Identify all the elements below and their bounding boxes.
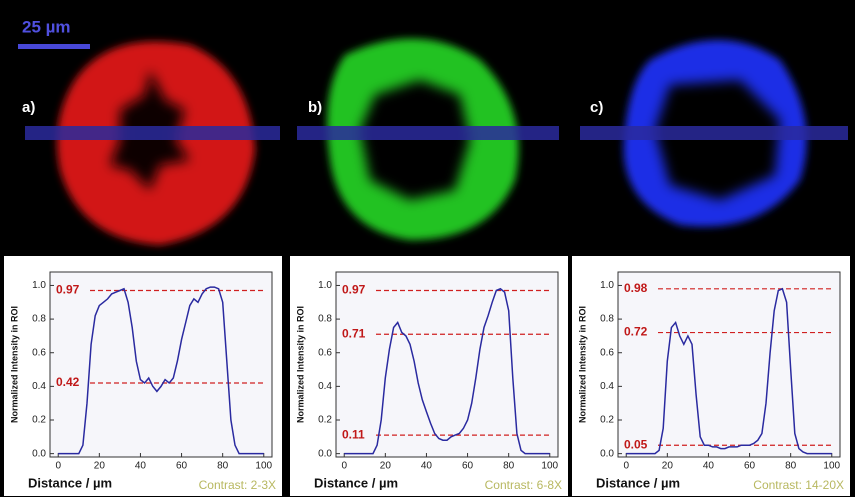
reference-label: 0.98 [624, 281, 648, 295]
x-axis-label: Distance / µm [28, 475, 112, 490]
x-tick-label: 60 [744, 461, 756, 472]
y-tick-label: 0.6 [32, 347, 46, 358]
x-tick-label: 100 [823, 461, 840, 472]
y-tick-label: 0.4 [600, 381, 614, 392]
data-line [626, 287, 832, 455]
y-tick-label: 1.0 [600, 280, 614, 291]
x-tick-label: 20 [380, 461, 392, 472]
y-tick-label: 0.6 [318, 347, 332, 358]
x-tick-label: 0 [623, 461, 629, 472]
plot-area [335, 271, 559, 458]
roi-band [297, 126, 559, 140]
x-tick-label: 40 [135, 461, 147, 472]
chart-panel: 0.0 0.2 0.4 0.6 0.8 1.0 0 20 40 60 80 100 0.98 0.72 0.… [572, 256, 850, 496]
y-axis-label: Normalized Intensity in ROI [9, 306, 19, 423]
x-tick-label: 80 [217, 461, 229, 472]
y-tick-label: 0.0 [318, 448, 332, 459]
image-a [57, 41, 256, 246]
contrast-label: Contrast: 2-3X [199, 478, 276, 492]
contrast-label: Contrast: 14-20X [753, 478, 844, 492]
data-line [58, 286, 264, 455]
plot-area [49, 271, 273, 458]
x-axis-label: Distance / µm [596, 475, 680, 490]
x-tick-label: 20 [662, 461, 674, 472]
x-tick-label: 80 [785, 461, 797, 472]
reference-label: 0.97 [56, 283, 80, 297]
y-tick-label: 0.0 [600, 448, 614, 459]
x-tick-label: 60 [462, 461, 474, 472]
y-tick-label: 0.6 [600, 347, 614, 358]
panel-label: a) [22, 99, 35, 116]
scale-bar-label: 25 µm [22, 17, 71, 36]
y-tick-label: 0.8 [318, 314, 332, 325]
x-axis-label: Distance / µm [314, 475, 398, 490]
y-tick-label: 0.4 [32, 381, 46, 392]
roi-band [25, 126, 280, 140]
y-tick-label: 1.0 [318, 280, 332, 291]
y-tick-label: 0.4 [318, 381, 332, 392]
x-tick-label: 80 [503, 461, 515, 472]
x-tick-label: 0 [341, 461, 347, 472]
y-tick-label: 0.8 [32, 314, 46, 325]
x-tick-label: 40 [703, 461, 715, 472]
data-line [344, 287, 550, 455]
y-axis-label: Normalized Intensity in ROI [577, 306, 587, 423]
y-axis-label: Normalized Intensity in ROI [295, 306, 305, 423]
contrast-label: Contrast: 6-8X [485, 478, 562, 492]
reference-label: 0.71 [342, 326, 366, 340]
reference-label: 0.97 [342, 283, 366, 297]
y-tick-label: 0.2 [32, 415, 46, 426]
chart-panel: 0.0 0.2 0.4 0.6 0.8 1.0 0 20 40 60 80 100 0.97 0.71 0.… [290, 256, 568, 496]
panel-label: c) [590, 99, 603, 116]
x-tick-label: 0 [55, 461, 61, 472]
x-tick-label: 100 [255, 461, 272, 472]
y-tick-label: 0.0 [32, 448, 46, 459]
reference-label: 0.42 [56, 375, 80, 389]
y-tick-label: 0.8 [600, 314, 614, 325]
plot-area [617, 271, 841, 458]
charts: 0.0 0.2 0.4 0.6 0.8 1.0 0 20 40 60 80 100 0.97 0.42 Di… [4, 256, 850, 496]
x-tick-label: 40 [421, 461, 433, 472]
scale-bar [18, 44, 90, 49]
reference-label: 0.72 [624, 325, 648, 339]
x-tick-label: 60 [176, 461, 188, 472]
roi-band [580, 126, 848, 140]
panel-label: b) [308, 99, 322, 116]
x-tick-label: 100 [541, 461, 558, 472]
x-tick-label: 20 [94, 461, 106, 472]
y-tick-label: 1.0 [32, 280, 46, 291]
chart-panel: 0.0 0.2 0.4 0.6 0.8 1.0 0 20 40 60 80 100 0.97 0.42 Di… [4, 256, 282, 496]
reference-label: 0.05 [624, 437, 648, 451]
y-tick-label: 0.2 [318, 415, 332, 426]
y-tick-label: 0.2 [600, 415, 614, 426]
reference-label: 0.11 [342, 427, 365, 441]
